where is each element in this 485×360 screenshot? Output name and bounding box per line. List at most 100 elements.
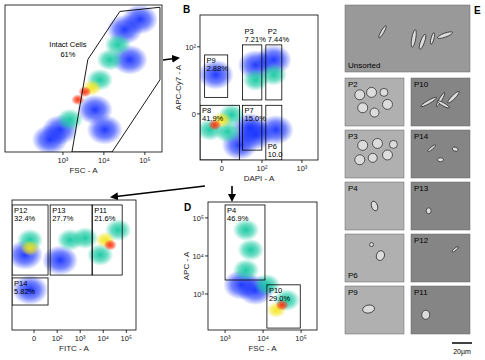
x-tick-label: 0	[220, 164, 224, 173]
x-axis-label: FSC - A	[69, 166, 98, 175]
cell	[382, 99, 392, 109]
density-blob	[12, 240, 43, 270]
plot-area	[200, 45, 294, 160]
tile-label: Unsorted	[348, 61, 380, 70]
cell	[375, 250, 386, 262]
gate-percent: 21.6%	[94, 214, 116, 223]
cell	[427, 144, 436, 152]
x-tick-label: 10²	[52, 334, 63, 343]
cell	[422, 310, 430, 319]
plot-area	[12, 205, 131, 305]
plot-background	[208, 202, 317, 330]
x-tick-label: 10³	[296, 164, 307, 173]
cell	[370, 200, 379, 211]
tile-label: P13	[414, 184, 429, 193]
gate-label: Intact Cells	[49, 40, 86, 49]
x-tick	[103, 152, 104, 155]
y-tick-label: 0	[192, 110, 196, 119]
x-tick	[263, 330, 264, 333]
density-blob	[20, 240, 39, 256]
gate-percent: 41.9%	[202, 114, 224, 123]
x-tick-label: 10²	[257, 164, 268, 173]
gate-percent: 15.0%	[245, 114, 267, 123]
tile-label: P11	[414, 288, 428, 297]
y-tick	[205, 293, 208, 294]
figure: Intact Cells61%10³10⁴10⁵FSC - AP92.88%P3…	[0, 0, 485, 360]
gate	[205, 55, 228, 97]
gate	[72, 7, 160, 152]
micrograph-tile	[411, 286, 470, 334]
gate-percent: 29.0%	[269, 294, 291, 303]
cell	[451, 246, 459, 253]
x-tick	[126, 330, 127, 333]
cell	[438, 158, 444, 162]
x-tick-label: 10⁴	[97, 334, 109, 343]
micrograph-tile	[411, 234, 470, 282]
plot-frame	[5, 5, 162, 152]
cell	[420, 96, 437, 108]
micrograph-tile	[411, 182, 470, 230]
gate	[267, 285, 300, 328]
x-axis-label: DAPI - A	[244, 174, 275, 183]
cell	[358, 103, 368, 113]
tile-label: P6	[348, 271, 358, 280]
tile-label: P12	[414, 236, 429, 245]
micrograph-tile	[411, 130, 470, 178]
x-tick-label: 0	[32, 334, 36, 343]
cell	[452, 146, 459, 152]
plot-area	[32, 5, 160, 152]
gate-percent: 61%	[60, 50, 75, 59]
x-tick	[144, 152, 145, 155]
scale-bar-label: 20µm	[453, 348, 471, 356]
y-tick	[205, 255, 208, 256]
plot-area	[223, 205, 300, 328]
x-tick	[225, 330, 226, 333]
tile-label: P3	[348, 132, 358, 141]
arrow	[163, 58, 178, 60]
x-tick	[62, 152, 63, 155]
x-tick	[80, 330, 81, 333]
arrow	[112, 186, 205, 197]
tile-label: P4	[348, 184, 358, 193]
x-tick-label: 10⁴	[98, 156, 110, 165]
x-tick-label: 10⁵	[121, 334, 132, 343]
x-tick	[301, 160, 302, 163]
density-blob	[32, 125, 68, 152]
y-axis-label: APC-Cy7 - A	[174, 64, 183, 110]
density-blob	[105, 34, 131, 56]
cell	[368, 153, 377, 162]
arrow	[231, 186, 233, 200]
cell	[362, 304, 375, 314]
y-tick	[197, 46, 200, 47]
gate	[243, 105, 262, 150]
x-tick-label: 10⁵	[295, 334, 306, 343]
density-blob	[104, 240, 117, 251]
cell	[382, 150, 392, 160]
tile-label: P9	[348, 288, 358, 297]
density-blob	[87, 115, 123, 145]
cell	[429, 32, 435, 44]
gate-percent: 10.0	[268, 150, 283, 159]
cell	[370, 243, 374, 247]
y-tick	[205, 217, 208, 218]
panel-letter: D	[184, 202, 191, 213]
gate-percent: 32.4%	[14, 214, 36, 223]
plot-frame	[200, 15, 318, 160]
plot-background	[5, 5, 162, 152]
gate-percent: 5.82%	[14, 287, 36, 296]
micrograph-tile	[411, 78, 470, 126]
tile-label: P10	[414, 80, 429, 89]
cell	[367, 87, 377, 97]
panel-letter: E	[474, 5, 481, 16]
x-tick	[221, 160, 222, 163]
cell	[426, 208, 431, 214]
gate	[12, 278, 48, 305]
x-tick	[103, 330, 104, 333]
cell	[437, 31, 453, 40]
y-tick-label: 10²	[185, 43, 196, 52]
x-tick-label: 10³	[57, 156, 68, 165]
tile-label: P14	[414, 132, 429, 141]
gate-percent: 27.7%	[52, 214, 74, 223]
x-tick-label: 10⁴	[257, 334, 269, 343]
gate	[243, 45, 262, 100]
